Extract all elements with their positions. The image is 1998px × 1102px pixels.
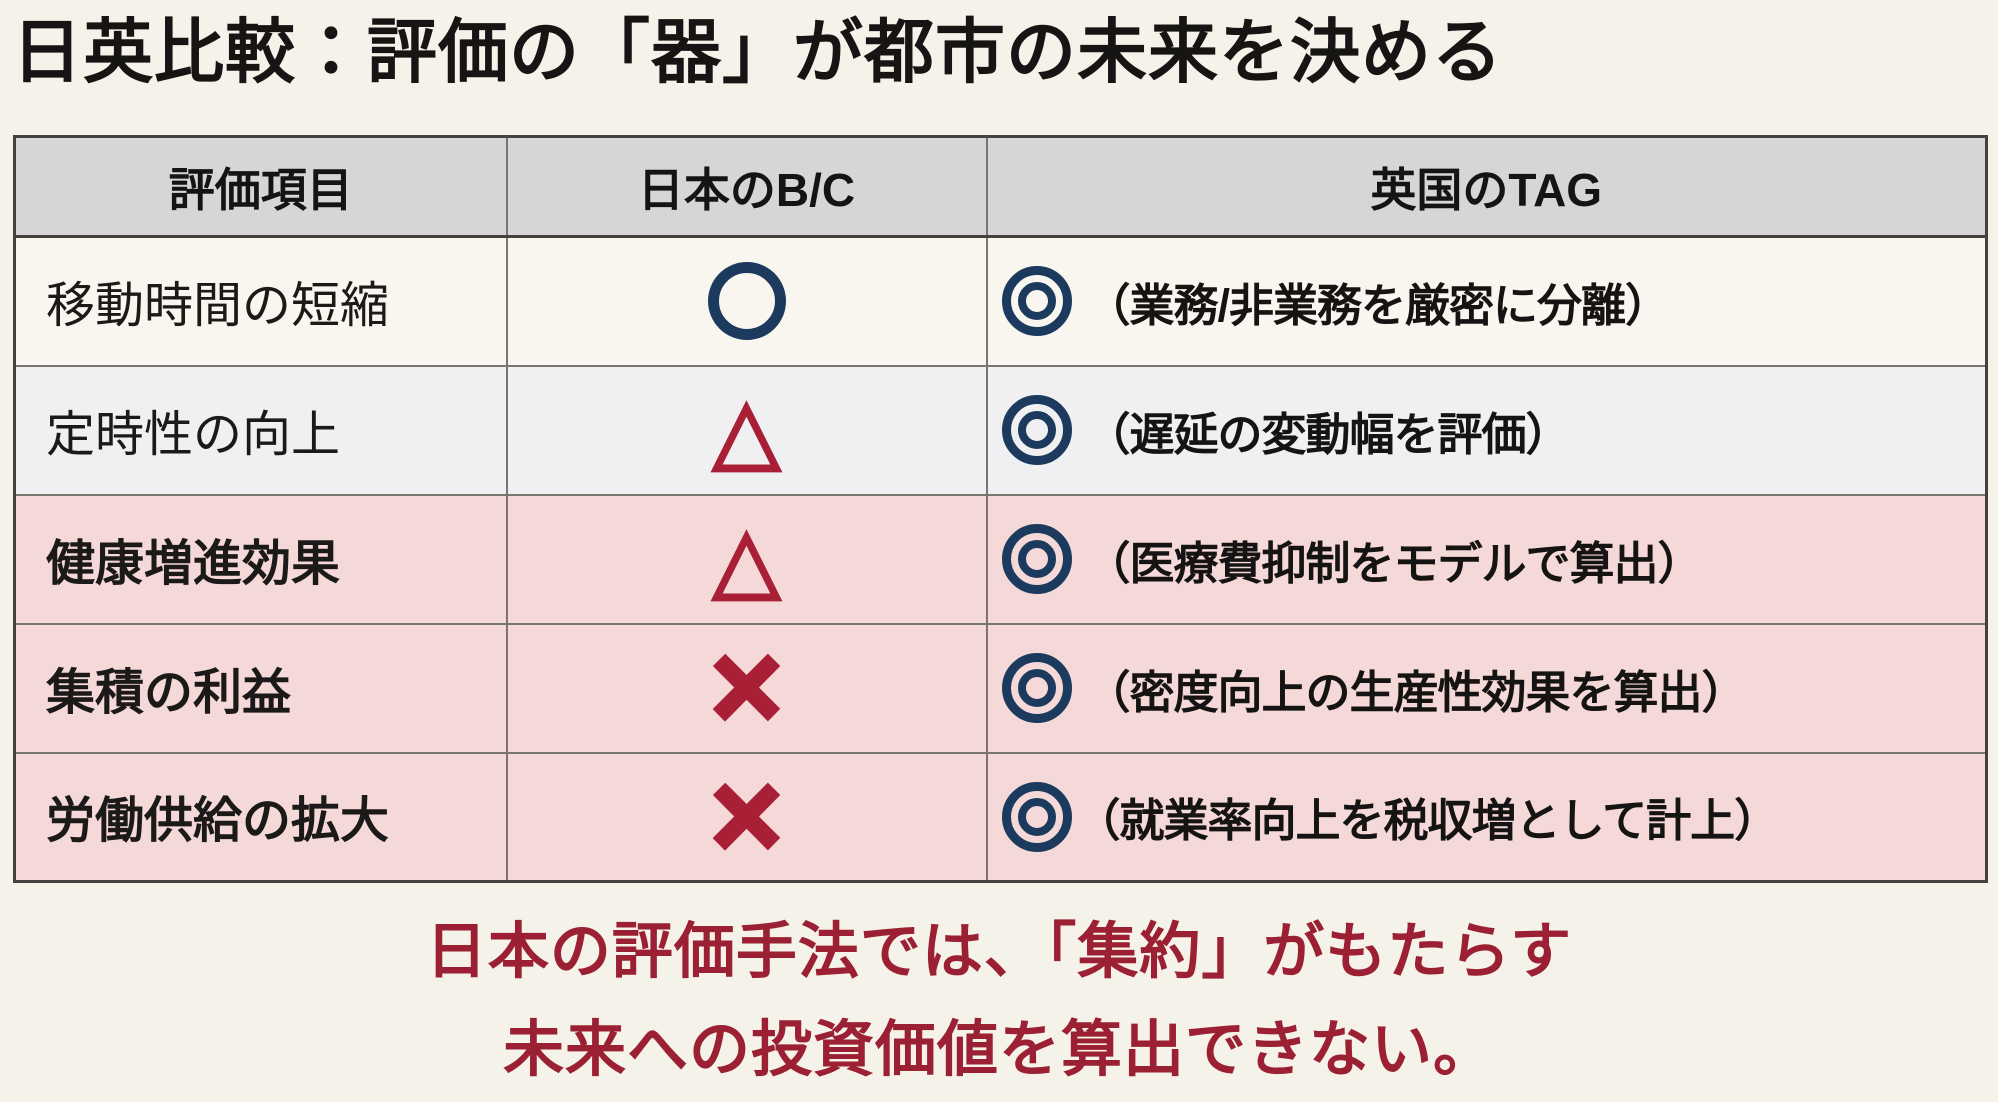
- row-item-label: 定時性の向上: [13, 364, 508, 496]
- row-item-label: 移動時間の短縮: [13, 235, 508, 367]
- cross-mark-icon: ×: [708, 623, 784, 753]
- tag-note: （就業率向上を税収増として計上）: [1075, 795, 1780, 847]
- double-circle-mark-icon: [1001, 266, 1072, 337]
- double-circle-mark-icon: [1001, 653, 1072, 723]
- footer-caption: 日本の評価手法では、「集約」がもたらす 未来への投資価値を算出できない。: [0, 903, 1998, 1098]
- footer-line-1: 日本の評価手法では、「集約」がもたらす: [425, 917, 1573, 985]
- japan-mark-cell: ×: [505, 622, 988, 754]
- table-row: 移動時間の短縮 （業務/非業務を厳密に分離）: [13, 235, 1988, 367]
- japan-mark-cell: ×: [505, 751, 988, 883]
- table-header-row: 評価項目 日本のB/C 英国のTAG: [13, 135, 1988, 238]
- tag-note: （密度向上の生産性効果を算出）: [1085, 666, 1747, 718]
- double-circle-mark-icon: [1001, 781, 1072, 852]
- tag-cell: （就業率向上を税収増として計上）: [985, 751, 1988, 883]
- row-item-label: 集積の利益: [13, 622, 508, 754]
- circle-mark-icon: [707, 262, 786, 341]
- japan-mark-cell: △: [505, 364, 988, 496]
- footer-line-2: 未来への投資価値を算出できない。: [502, 1014, 1495, 1083]
- row-item-label: 健康増進効果: [13, 493, 508, 625]
- table-row: 定時性の向上 △ （遅延の変動幅を評価）: [13, 364, 1988, 496]
- cross-mark-icon: ×: [708, 752, 784, 882]
- double-circle-mark-icon: [1001, 395, 1072, 465]
- tag-note: （遅延の変動幅を評価）: [1085, 408, 1571, 460]
- row-item-label: 労働供給の拡大: [13, 751, 508, 883]
- page-title: 日英比較：評価の「器」が都市の未来を決める: [12, 13, 1503, 91]
- tag-cell: （業務/非業務を厳密に分離）: [985, 235, 1988, 367]
- comparison-table: 評価項目 日本のB/C 英国のTAG 移動時間の短縮 （業務/非業務を厳密に分離…: [13, 135, 1988, 883]
- table-row: 労働供給の拡大 × （就業率向上を税収増として計上）: [13, 751, 1988, 883]
- header-uk-tag: 英国のTAG: [985, 135, 1988, 238]
- tag-cell: （密度向上の生産性効果を算出）: [985, 622, 1988, 754]
- japan-mark-cell: [505, 235, 988, 367]
- tag-cell: （医療費抑制をモデルで算出）: [985, 493, 1988, 625]
- double-circle-mark-icon: [1001, 524, 1072, 594]
- japan-mark-cell: △: [505, 493, 988, 625]
- header-japan-bc: 日本のB/C: [505, 135, 988, 238]
- header-evaluation-item: 評価項目: [13, 135, 508, 238]
- tag-note: （医療費抑制をモデルで算出）: [1085, 537, 1703, 589]
- triangle-mark-icon: △: [711, 509, 782, 608]
- tag-cell: （遅延の変動幅を評価）: [985, 364, 1988, 496]
- table-row: 健康増進効果 △ （医療費抑制をモデルで算出）: [13, 493, 1988, 625]
- table-row: 集積の利益 × （密度向上の生産性効果を算出）: [13, 622, 1988, 754]
- tag-note: （業務/非業務を厳密に分離）: [1085, 279, 1671, 331]
- triangle-mark-icon: △: [711, 380, 782, 479]
